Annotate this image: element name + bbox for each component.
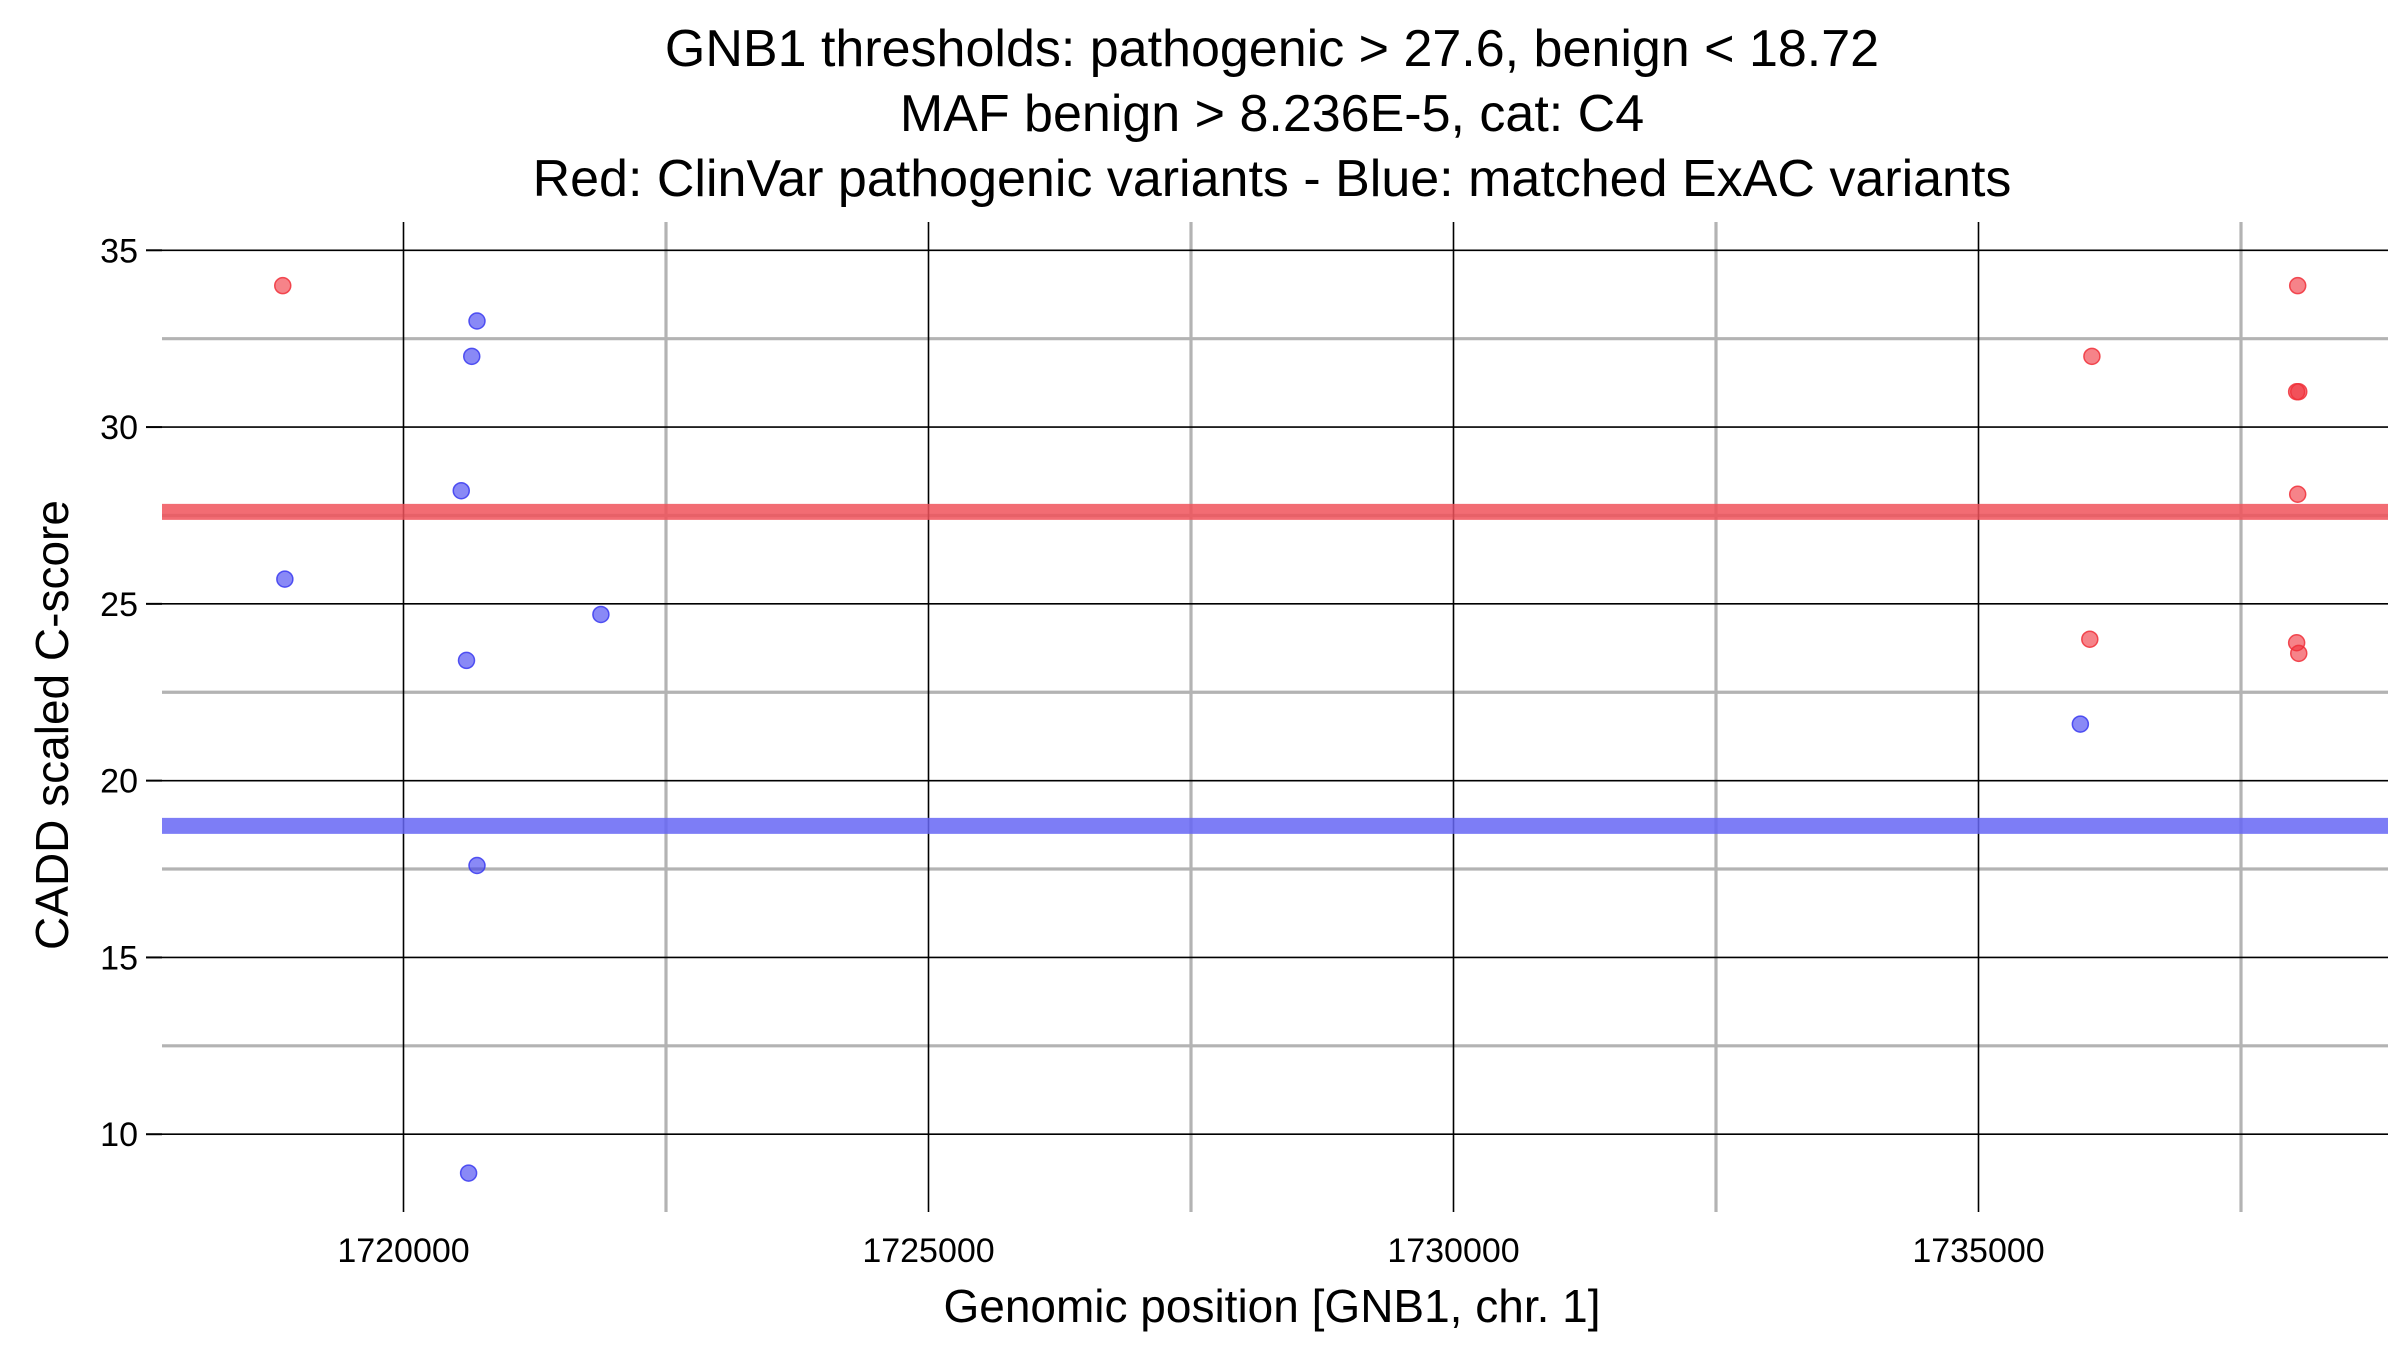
y-tick-label: 35 xyxy=(100,232,138,270)
y-tick-label: 15 xyxy=(100,939,138,977)
pathogenic-point xyxy=(2083,347,2101,366)
y-axis-label: CADD scaled C-score xyxy=(26,500,78,950)
pathogenic-point xyxy=(2288,485,2307,503)
x-axis-label: Genomic position [GNB1, chr. 1] xyxy=(943,1280,1600,1332)
pathogenic-point xyxy=(2081,630,2099,648)
data-points xyxy=(274,276,2308,1182)
y-axis: 10 15 20 25 30 35 xyxy=(100,232,162,1154)
title-line-2: MAF benign > 8.236E-5, cat: C4 xyxy=(900,85,1644,143)
threshold-lines xyxy=(162,503,2388,834)
exac-point xyxy=(276,570,294,588)
x-tick-label: 1720000 xyxy=(337,1232,469,1270)
exac-point xyxy=(2071,715,2090,733)
x-tick-label: 1725000 xyxy=(862,1232,994,1270)
minor-gridlines xyxy=(162,222,2388,1212)
y-tick-label: 20 xyxy=(100,763,138,801)
exac-point xyxy=(592,605,610,624)
exac-point xyxy=(468,856,486,875)
exac-point xyxy=(468,312,486,330)
exac-point xyxy=(459,1164,478,1182)
pathogenic-point xyxy=(2290,644,2308,663)
exac-point xyxy=(457,651,476,670)
pathogenic-point xyxy=(2288,276,2307,295)
exac-point xyxy=(463,347,481,366)
y-tick-label: 10 xyxy=(100,1116,138,1154)
title-line-3: Red: ClinVar pathogenic variants - Blue:… xyxy=(533,150,2012,208)
exac-point xyxy=(452,481,470,500)
x-axis: 1720000 1725000 1730000 1735000 xyxy=(337,1232,2044,1270)
y-tick-label: 25 xyxy=(100,586,138,624)
x-tick-label: 1730000 xyxy=(1387,1232,1519,1270)
title-line-1: GNB1 thresholds: pathogenic > 27.6, beni… xyxy=(665,20,1879,78)
major-gridlines xyxy=(162,222,2388,1212)
y-tick-label: 30 xyxy=(100,409,138,447)
chart-title: GNB1 thresholds: pathogenic > 27.6, beni… xyxy=(533,20,2012,208)
pathogenic-point xyxy=(274,276,292,295)
x-tick-label: 1735000 xyxy=(1912,1232,2044,1270)
pathogenic-point xyxy=(2290,382,2308,401)
